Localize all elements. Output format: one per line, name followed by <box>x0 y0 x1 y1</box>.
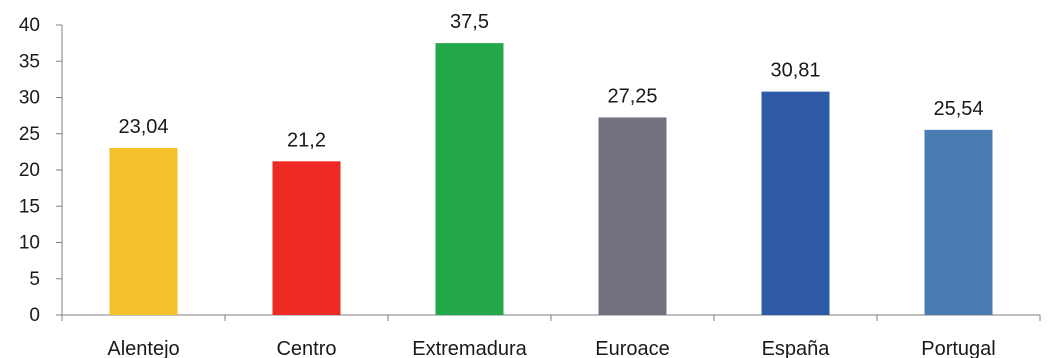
data-labels: 23,04 21,2 37,5 27,25 30,81 25,54 <box>118 11 983 151</box>
x-tick-label: Centro <box>276 338 336 358</box>
y-tick-label: 15 <box>19 196 40 217</box>
x-tick-label: Euroace <box>595 338 670 358</box>
bar-portugal <box>924 129 993 315</box>
data-label: 30,81 <box>770 60 820 82</box>
x-tick-label: Alentejo <box>107 338 179 358</box>
bar-espa-a <box>761 91 830 315</box>
y-tick-label: 5 <box>29 269 40 290</box>
y-tick-label: 0 <box>29 305 40 326</box>
y-tick-label: 20 <box>19 160 40 181</box>
y-tick-label: 35 <box>19 51 40 72</box>
bar-alentejo <box>109 147 178 315</box>
x-tick-label: Portugal <box>921 338 996 358</box>
x-axis: Alentejo Centro Extremadura Euroace España Po… <box>61 314 1041 358</box>
data-label: 37,5 <box>450 11 489 33</box>
data-label: 21,2 <box>287 129 326 151</box>
bar-euroace <box>598 117 667 315</box>
bar-extremadura <box>435 43 504 315</box>
data-label: 23,04 <box>118 116 168 138</box>
y-tick-label: 30 <box>19 88 40 109</box>
y-tick-label: 40 <box>19 15 40 36</box>
y-axis: 0 5 10 15 20 25 30 35 40 <box>19 15 63 326</box>
data-label: 27,25 <box>607 85 657 107</box>
data-label: 25,54 <box>933 98 983 120</box>
y-tick-label: 25 <box>19 124 40 145</box>
bar-centro <box>272 161 341 315</box>
x-tick-label: España <box>762 338 831 358</box>
x-tick-label: Extremadura <box>412 338 527 358</box>
bars <box>109 43 993 315</box>
y-tick-label: 10 <box>19 233 40 254</box>
